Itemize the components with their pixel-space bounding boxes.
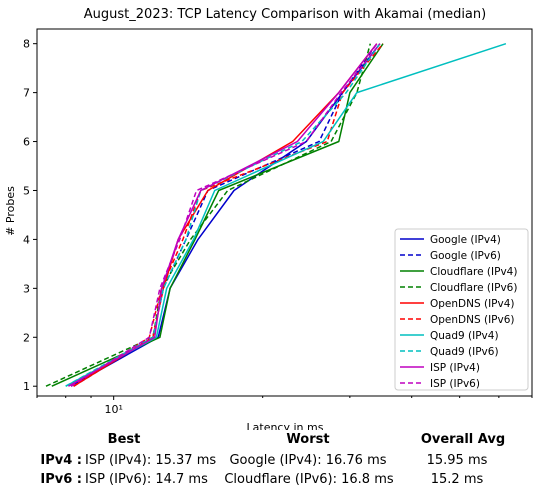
ipv4-avg-value: 15.95 ms (426, 453, 488, 468)
legend-entry: Google (IPv6) (430, 250, 501, 262)
series-line-google-ipv4 (70, 43, 381, 387)
series-line-google-ipv6 (73, 43, 378, 387)
series-line-cloudflare-ipv6 (45, 43, 372, 387)
legend-entry: Quad9 (IPv4) (430, 330, 499, 342)
legend-entry: Cloudflare (IPv4) (430, 266, 517, 278)
ipv4-best-value: ISP (IPv4): 15.37 ms (85, 453, 217, 468)
ipv4-worst-value: Google (IPv4): 16.76 ms (229, 453, 387, 468)
series-line-isp-ipv4 (68, 43, 378, 387)
series-line-cloudflare-ipv4 (51, 43, 384, 387)
y-tick-label: 1 (23, 380, 30, 393)
y-tick-label: 6 (23, 136, 30, 149)
series-line-quad9-ipv4 (65, 42, 507, 387)
ipv6-worst-value: Cloudflare (IPv6): 16.8 ms (224, 472, 394, 487)
plot-area (36, 28, 533, 397)
y-tick-label: 7 (23, 87, 30, 100)
y-axis-label: # Probes (4, 186, 17, 236)
legend-entry: ISP (IPv4) (430, 362, 480, 374)
worst-header: Worst (286, 432, 330, 447)
latency-chart: August_2023: TCP Latency Comparison with… (4, 7, 533, 430)
y-tick-label: 3 (23, 282, 30, 295)
ipv6-best-value: ISP (IPv6): 14.7 ms (85, 472, 208, 487)
x-tick-label: 10¹ (104, 403, 122, 416)
series-line-opendns-ipv4 (73, 43, 378, 387)
x-axis-label: Latency in ms (247, 421, 324, 430)
legend-entry: Cloudflare (IPv6) (430, 282, 517, 294)
legend: Google (IPv4) Google (IPv6) Cloudflare (IP… (394, 228, 529, 391)
y-tick-label: 4 (23, 233, 30, 246)
y-axis: 1 2 3 4 5 6 7 8 (23, 38, 37, 393)
best-header: Best (107, 432, 141, 447)
y-tick-label: 2 (23, 331, 30, 344)
ipv6-row-label: IPv6 : (40, 472, 82, 487)
series-lines (45, 42, 507, 387)
y-tick-label: 8 (23, 38, 30, 51)
ipv4-row-label: IPv4 : (40, 453, 82, 468)
legend-box (394, 228, 529, 391)
legend-entry: Quad9 (IPv6) (430, 346, 499, 358)
y-tick-label: 5 (23, 184, 30, 197)
legend-entry: OpenDNS (IPv6) (430, 314, 515, 326)
ipv6-avg-value: 15.2 ms (430, 472, 484, 487)
series-line-isp-ipv6 (70, 43, 381, 387)
overall-avg-header: Overall Avg (420, 432, 506, 447)
legend-entry: ISP (IPv6) (430, 378, 480, 390)
chart-title: August_2023: TCP Latency Comparison with… (84, 7, 486, 22)
summary-table: Best Worst Overall Avg IPv4 : ISP (IPv4)… (0, 430, 541, 494)
series-line-quad9-ipv6 (65, 43, 381, 387)
legend-entry: Google (IPv4) (430, 234, 501, 246)
x-axis: 10¹ (36, 396, 533, 416)
legend-entry: OpenDNS (IPv4) (430, 298, 515, 310)
